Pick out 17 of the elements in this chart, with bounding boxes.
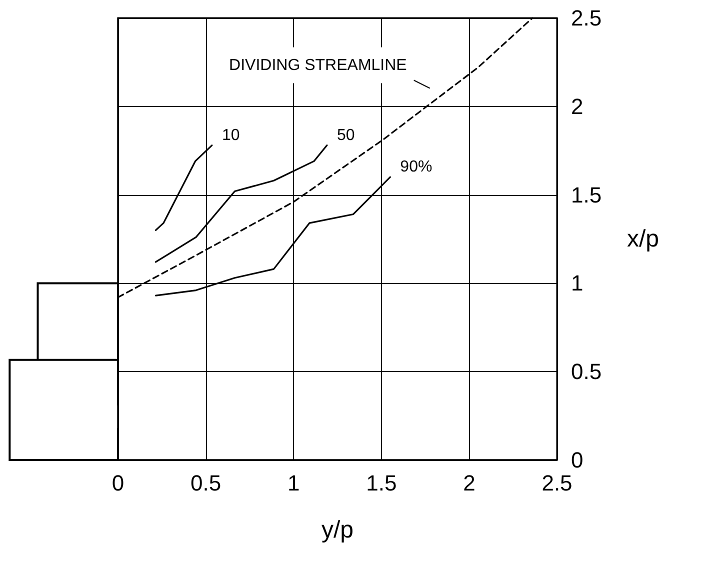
x-tick-label: 0 xyxy=(112,470,124,496)
y-tick-label: 2.5 xyxy=(571,6,602,30)
x-axis-title: y/p xyxy=(321,516,354,544)
y-axis-title: x/p xyxy=(627,226,660,252)
series-label: 50 xyxy=(336,126,355,144)
y-tick-label: 0.5 xyxy=(571,359,602,384)
series-label: 90% xyxy=(400,158,432,176)
x-tick-label: 0.5 xyxy=(190,470,222,496)
x-tick-label: 1 xyxy=(287,470,300,496)
y-tick-label: 1 xyxy=(571,270,584,296)
y-tick-label: 2 xyxy=(571,94,584,119)
y-tick-label: 0 xyxy=(571,448,584,472)
x-tick-label: 1.5 xyxy=(366,470,397,496)
x-tick-label: 2 xyxy=(463,470,476,496)
annotation: DIVIDING STREAMLINE xyxy=(229,56,407,74)
y-tick-label: 1.5 xyxy=(571,182,602,208)
series-label: 10 xyxy=(222,126,240,144)
